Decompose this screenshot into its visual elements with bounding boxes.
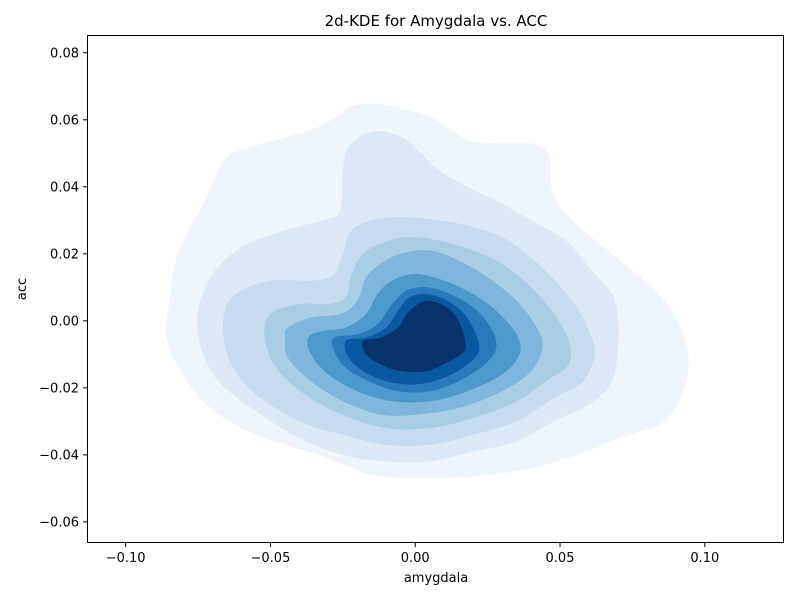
y-tick-label: 0.08 [50,46,79,61]
x-tick-label: 0.05 [546,551,575,566]
y-tick-label: 0.06 [50,113,79,128]
y-tick-label: 0.02 [50,247,79,262]
plot-area [87,35,784,543]
x-tick-label: 0.10 [690,551,719,566]
x-axis: −0.10 −0.05 0.00 0.05 0.10 [106,542,719,566]
x-tick-label: −0.10 [106,551,146,566]
contour-level-9 [362,300,466,373]
y-tick-label: 0.00 [50,314,79,329]
x-tick-label: 0.00 [401,551,430,566]
y-tick-label: −0.02 [39,381,79,396]
y-tick-label: −0.04 [39,448,79,463]
y-tick-label: −0.06 [39,515,79,530]
contour-levels [165,103,689,479]
y-tick-label: 0.04 [50,180,79,195]
chart-title: 2d-KDE for Amygdala vs. ACC [325,12,548,30]
x-tick-label: −0.05 [251,551,291,566]
y-axis-label: acc [15,278,30,300]
y-axis: −0.06 −0.04 −0.02 0.00 0.02 0.04 0.06 0.08 [39,46,88,530]
x-axis-label: amygdala [404,571,468,586]
plot-frame [87,35,784,543]
